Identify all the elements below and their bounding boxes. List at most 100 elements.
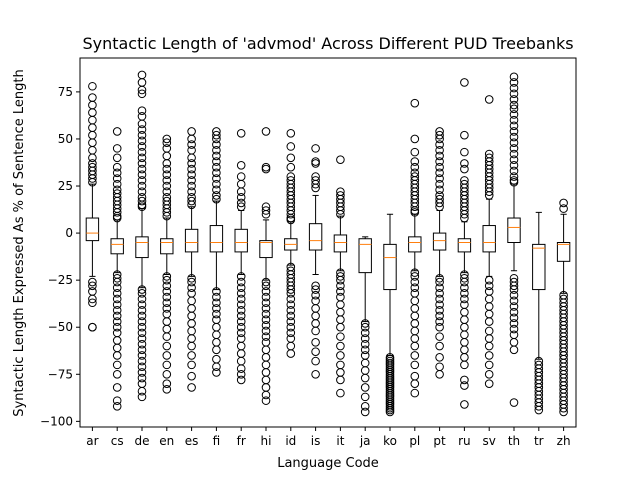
outlier-point [336,315,345,324]
outlier-point [311,144,320,153]
outlier-point [509,132,519,142]
outlier-point [88,177,97,187]
outlier-point [311,281,320,291]
outlier-point [261,383,271,392]
outlier-point [212,179,221,189]
outlier-point [162,272,172,281]
outlier-point [162,292,172,302]
outlier-point [88,115,97,125]
outlier-point [410,208,420,217]
outlier-point [88,298,97,308]
outlier-point [460,164,469,174]
outlier-point [261,206,271,215]
outlier-point [261,298,271,308]
outlier-point [410,360,420,370]
outlier-point [410,157,420,166]
outlier-point [311,369,320,379]
outlier-point [212,337,221,347]
box-group-pl [408,98,422,398]
outlier-point [162,332,172,341]
outlier-point [435,305,444,315]
outlier-point [336,272,345,281]
outlier-point [236,277,246,287]
outlier-point [236,187,246,196]
outlier-point [137,379,147,388]
outlier-point [460,78,469,87]
outlier-point [509,330,519,340]
outlier-point [360,319,370,328]
box-group-ko [383,213,397,417]
outlier-point [460,300,469,309]
outlier-point [435,174,444,183]
outlier-point [336,351,345,360]
box-iqr [556,242,571,262]
outlier-point [162,170,172,180]
outlier-point [236,375,246,385]
outlier-point [112,174,122,183]
outlier-point [286,341,296,351]
outlier-point [137,351,147,360]
outlier-point [212,191,221,200]
y-tick-label: −25 [48,273,73,287]
outlier-point [509,72,519,82]
outlier-point [435,162,444,172]
outlier-point [88,174,97,183]
outlier-point [261,277,271,287]
outlier-point [261,321,271,330]
outlier-point [311,356,320,366]
outlier-point [286,349,296,358]
outlier-point [484,287,494,296]
outlier-point [410,134,420,144]
outlier-point [435,283,444,292]
outlier-point [112,273,122,283]
outlier-point [460,322,469,332]
outlier-point [336,307,345,317]
outlier-point [162,275,172,285]
outlier-point [236,129,246,138]
outlier-point [162,360,172,370]
outlier-point [162,281,172,291]
x-tick-label: fi [213,434,221,448]
y-tick-label: −50 [48,320,73,334]
outlier-point [212,145,221,155]
outlier-point [112,369,122,379]
outlier-point [435,362,444,372]
outlier-point [360,339,370,349]
outlier-point [509,307,519,317]
outlier-point [137,112,147,121]
outlier-point [137,176,147,185]
outlier-point [88,153,97,163]
outlier-point [484,187,494,196]
outlier-point [137,187,147,196]
outlier-point [162,176,172,185]
outlier-point [410,379,420,388]
outlier-point [261,127,271,136]
outlier-point [236,179,246,189]
x-tick-label: ar [86,434,98,448]
outlier-point [460,209,469,219]
outlier-point [360,345,370,355]
outlier-point [137,356,147,366]
x-tick-label: hi [261,434,272,448]
outlier-point [88,130,97,140]
outlier-point [286,209,296,219]
outlier-point [137,70,147,80]
outlier-point [236,172,246,181]
outlier-point [360,334,370,343]
outlier-point [137,153,147,163]
box-iqr [85,217,100,242]
outlier-point [137,392,147,402]
outlier-point [137,345,147,355]
outlier-point [212,151,221,161]
outlier-point [88,294,97,304]
box-iqr [160,238,174,255]
outlier-point [286,142,296,151]
outlier-point [112,322,122,332]
outlier-point [187,170,196,180]
outlier-point [212,287,221,296]
outlier-point [435,273,444,283]
outlier-point [336,368,345,377]
outlier-point [410,371,420,381]
box-group-fr [234,129,248,385]
outlier-point [261,326,271,336]
